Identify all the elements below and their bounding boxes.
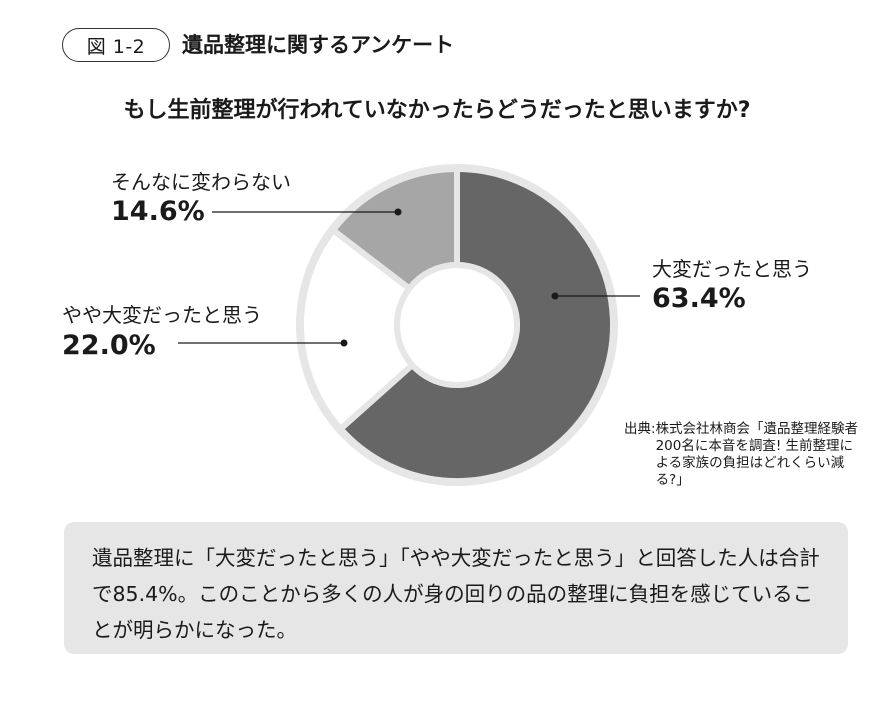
- slice-value-yaya-taihen: 22.0%: [62, 330, 156, 361]
- summary-text: 遺品整理に「大変だったと思う」「やや大変だったと思う」と回答した人は合計で85.…: [92, 546, 820, 642]
- survey-question: もし生前整理が行われていなかったらどうだったと思いますか?: [123, 98, 751, 123]
- donut-hole: [394, 262, 520, 388]
- slice-value-kawaranai: 14.6%: [111, 196, 205, 227]
- source-text: 株式会社林商会「遺品整理経験者200名に本音を調査! 生前整理による家族の負担は…: [655, 421, 859, 488]
- leader-dot-0: [551, 292, 559, 300]
- slice-label-yaya-taihen: やや大変だったと思う: [62, 303, 262, 327]
- source-label: 出典:: [624, 421, 656, 437]
- slice-value-taihen: 63.4%: [652, 283, 746, 314]
- figure-number: 図 1-2: [86, 35, 146, 58]
- slice-label-kawaranai: そんなに変わらない: [111, 170, 291, 194]
- figure-number-badge: 図 1-2: [62, 28, 170, 62]
- summary-box: 遺品整理に「大変だったと思う」「やや大変だったと思う」と回答した人は合計で85.…: [64, 522, 848, 654]
- figure-title: 遺品整理に関するアンケート: [182, 33, 455, 57]
- source-note: 出典: 株式会社林商会「遺品整理経験者200名に本音を調査! 生前整理による家族…: [624, 421, 864, 489]
- donut-chart: [178, 164, 640, 486]
- slice-label-taihen: 大変だったと思う: [652, 257, 812, 281]
- leader-dot-1: [340, 339, 348, 347]
- leader-dot-2: [394, 208, 402, 216]
